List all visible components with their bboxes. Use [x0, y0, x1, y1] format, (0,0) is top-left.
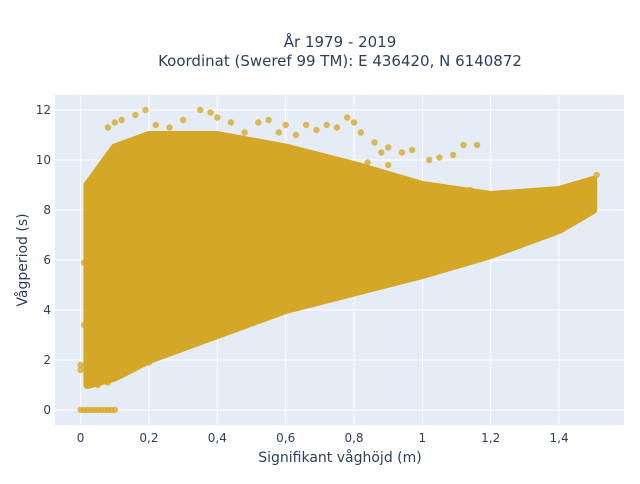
y-tick-label: 10: [36, 153, 51, 167]
x-tick-label: 0,2: [139, 431, 158, 445]
chart-title-line2: Koordinat (Sweref 99 TM): E 436420, N 61…: [158, 52, 522, 70]
scatter-point: [323, 121, 330, 129]
scatter-point: [77, 366, 84, 374]
scatter-point: [384, 161, 392, 169]
scatter-point: [593, 171, 600, 179]
x-tick-label: 0,8: [344, 431, 363, 445]
scatter-point: [549, 224, 556, 231]
scatter-point: [453, 189, 460, 196]
scatter-point: [292, 131, 300, 139]
scatter-point: [104, 379, 112, 386]
scatter-point: [572, 209, 580, 216]
scatter-point: [104, 124, 112, 131]
scatter-point: [241, 129, 248, 136]
tick-labels: 0 0,2 0,4 0,6 0,8 1 1,2 1,4 0 2 4 6 8 10 12: [36, 103, 569, 445]
scatter-point: [87, 179, 95, 186]
scatter-points: [77, 106, 600, 414]
y-tick-label: 4: [43, 303, 51, 317]
scatter-point: [508, 199, 515, 206]
y-tick-label: 0: [43, 403, 51, 417]
y-axis-title: Vågperiod (s): [14, 213, 31, 306]
scatter-point: [145, 359, 153, 366]
scatter-point: [343, 114, 351, 121]
scatter-point: [275, 129, 283, 136]
scatter-point: [408, 146, 416, 154]
dense-point-cloud: [83, 131, 598, 389]
scatter-point: [460, 141, 467, 149]
scatter-point: [227, 119, 235, 126]
scatter-point: [562, 216, 570, 224]
scatter-point: [378, 149, 385, 156]
scatter-point: [521, 204, 529, 211]
scatter-point: [80, 321, 88, 329]
scatter-point: [531, 196, 539, 204]
y-tick-label: 12: [36, 103, 51, 117]
scatter-point: [197, 106, 204, 114]
scatter-point: [436, 154, 443, 161]
scatter-point: [80, 259, 88, 266]
scatter-point: [494, 201, 501, 209]
scatter-point: [128, 366, 136, 374]
y-tick-label: 6: [43, 253, 51, 267]
scatter-point: [282, 121, 289, 129]
scatter-point: [94, 381, 101, 389]
dense-cloud-area: [83, 131, 598, 389]
scatter-point: [426, 156, 433, 164]
scatter-point: [480, 194, 488, 201]
scatter-point: [586, 179, 594, 186]
y-tick-label: 2: [43, 353, 51, 367]
scatter-point: [350, 119, 358, 126]
scatter-point: [132, 111, 139, 119]
x-tick-label: 0,6: [276, 431, 295, 445]
scatter-point: [538, 219, 546, 226]
scatter-point: [77, 361, 84, 369]
scatter-point: [111, 119, 119, 126]
scatter-point: [398, 149, 406, 156]
scatter-point: [207, 109, 214, 116]
scatter-point: [214, 114, 221, 121]
scatter-point: [357, 129, 365, 136]
scatter-point: [542, 189, 549, 196]
scatter-point: [583, 194, 590, 201]
scatter-point: [333, 124, 341, 131]
y-tick-label: 8: [43, 203, 51, 217]
scatter-point: [111, 406, 119, 414]
scatter-point: [590, 184, 597, 191]
scatter-point: [118, 371, 125, 379]
x-tick-label: 1: [419, 431, 427, 445]
scatter-point: [439, 184, 447, 191]
x-axis-title: Signifikant våghöjd (m): [258, 449, 421, 466]
x-tick-label: 0,4: [208, 431, 227, 445]
scatter-point: [364, 159, 371, 166]
chart-title-line1: År 1979 - 2019: [284, 32, 397, 51]
scatter-point: [467, 186, 474, 194]
x-tick-label: 1,2: [481, 431, 500, 445]
scatter-point: [152, 121, 160, 129]
scatter-point: [265, 116, 272, 124]
scatter-point: [473, 141, 481, 149]
scatter-point: [449, 151, 457, 159]
scatter-point: [179, 116, 187, 124]
scatter-point: [590, 201, 597, 209]
scatter-point: [576, 181, 583, 189]
scatter-point: [87, 379, 95, 386]
scatter-point: [142, 106, 149, 114]
scatter-point: [371, 139, 378, 146]
scatter-point: [384, 144, 392, 151]
x-tick-label: 0: [77, 431, 85, 445]
scatter-point: [302, 121, 310, 129]
scatter-point: [313, 126, 320, 134]
scatter-point: [521, 226, 529, 234]
scatter-point: [255, 119, 262, 126]
scatter-point: [118, 116, 125, 124]
scatter-point: [566, 186, 573, 194]
scatter-point: [555, 191, 563, 199]
scatter-point: [84, 196, 91, 204]
x-tick-label: 1,4: [550, 431, 569, 445]
scatter-point: [166, 124, 173, 131]
